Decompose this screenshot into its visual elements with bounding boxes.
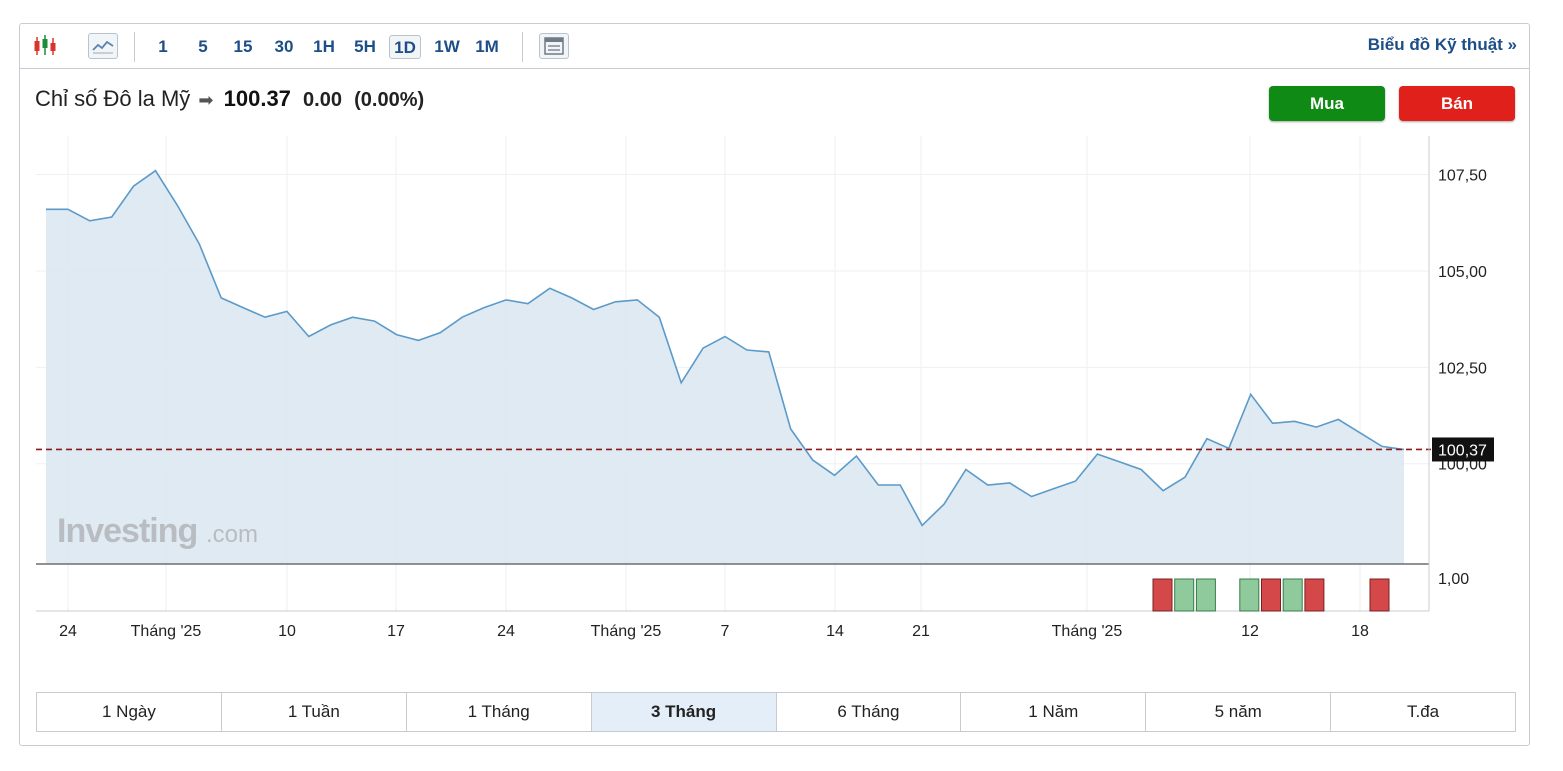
chart-widget: 1 5 15 30 1H 5H 1D 1W 1M Biểu đồ Kỹ thuậ… (19, 23, 1530, 746)
last-price: 100.37 (223, 86, 291, 111)
range-tab-1-year[interactable]: 1 Năm (961, 693, 1147, 731)
range-tab-3-months[interactable]: 3 Tháng (591, 693, 777, 731)
volume-bar (1261, 578, 1281, 612)
x-tick-label: 14 (826, 623, 844, 640)
interval-1h[interactable]: 1H (313, 37, 335, 56)
range-tab-6-months[interactable]: 6 Tháng (777, 693, 962, 731)
volume-bar (1195, 578, 1216, 612)
x-tick-label: 12 (1241, 623, 1259, 640)
range-tab-max[interactable]: T.đa (1406, 702, 1440, 721)
interval-1w[interactable]: 1W (434, 37, 460, 56)
investing-logo-suffix: .com (206, 521, 258, 548)
arrow-right-icon: ➡ (198, 90, 214, 110)
price-line (46, 169, 1405, 527)
range-tab-5-years[interactable]: 5 năm (1146, 693, 1332, 731)
range-tab-1-day[interactable]: 1 Ngày (37, 693, 222, 731)
volume-bar (1304, 578, 1325, 612)
x-tick-label: Tháng '25 (591, 623, 662, 640)
layout-icon[interactable] (539, 33, 569, 59)
interval-30[interactable]: 30 (274, 37, 294, 56)
chart-toolbar: 1 5 15 30 1H 5H 1D 1W 1M Biểu đồ Kỹ thuậ… (20, 24, 1529, 69)
interval-1m[interactable]: 1M (475, 37, 499, 56)
range-tab-1-month[interactable]: 1 Tháng (407, 693, 592, 731)
x-tick-label: 7 (721, 623, 730, 640)
x-tick-label: 10 (278, 623, 296, 640)
toolbar-divider (522, 32, 523, 62)
price-change-pct: (0.00%) (354, 89, 425, 111)
last-price-label: 100,37 (1438, 442, 1487, 459)
volume-tick-label: 1,00 (1438, 571, 1469, 588)
x-tick-label: 21 (912, 623, 930, 640)
volume-bar (1152, 578, 1173, 612)
x-tick-label: 18 (1351, 623, 1369, 640)
volume-bar (1369, 578, 1390, 612)
price-area (46, 170, 1404, 564)
y-tick-label: 105,00 (1438, 264, 1487, 281)
price-change: 0.00 (303, 89, 342, 111)
interval-1d[interactable]: 1D (389, 35, 421, 59)
buy-button[interactable]: Mua (1269, 86, 1385, 121)
interval-5[interactable]: 5 (198, 37, 208, 56)
volume-bar (1239, 578, 1260, 612)
x-tick-label: Tháng '25 (131, 623, 202, 640)
area-chart-icon[interactable] (88, 33, 118, 59)
range-selector: 1 Ngày 1 Tuần 1 Tháng 3 Tháng 6 Tháng 1 … (36, 692, 1516, 732)
candlestick-chart-icon[interactable] (32, 33, 62, 59)
x-tick-label: 17 (387, 623, 405, 640)
x-tick-label: 24 (59, 623, 77, 640)
last-price-tag (1432, 437, 1494, 462)
range-tab-1-week[interactable]: 1 Tuần (222, 693, 407, 731)
x-tick-label: Tháng '25 (1052, 623, 1123, 640)
y-tick-label: 102,50 (1438, 360, 1487, 377)
technical-chart-link[interactable]: Biểu đồ Kỹ thuật » (1367, 35, 1517, 54)
volume-bar (1282, 578, 1303, 612)
interval-15[interactable]: 15 (233, 37, 253, 56)
y-tick-label: 107,50 (1438, 168, 1487, 185)
quote-header: Chỉ số Đô la Mỹ ➡ 100.37 0.00 (0.00%) (35, 86, 430, 112)
interval-5h[interactable]: 5H (354, 37, 376, 56)
instrument-name: Chỉ số Đô la Mỹ (35, 86, 191, 111)
x-tick-label: 24 (497, 623, 515, 640)
interval-1[interactable]: 1 (158, 37, 168, 56)
investing-logo: Investing (57, 512, 197, 550)
sell-button[interactable]: Bán (1399, 86, 1515, 121)
toolbar-divider (134, 32, 135, 62)
volume-bar (1174, 578, 1195, 612)
